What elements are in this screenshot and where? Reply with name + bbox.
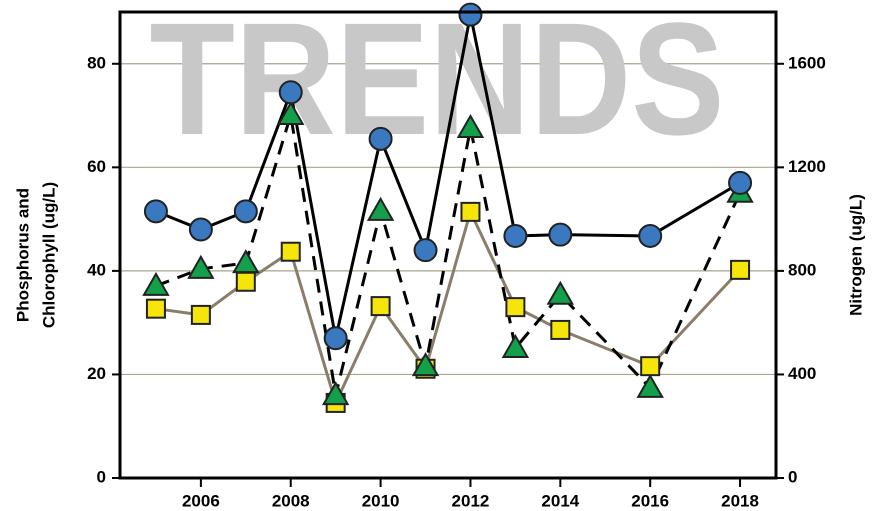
circle-marker xyxy=(638,223,663,248)
square-marker xyxy=(145,298,166,319)
x-tick-label: 2006 xyxy=(182,491,220,510)
y2-tick-label: 1600 xyxy=(788,53,826,72)
square-marker xyxy=(460,201,481,222)
triangle-marker xyxy=(232,249,260,274)
triangle-marker xyxy=(142,271,170,296)
y2-tick-label: 400 xyxy=(788,364,816,383)
y2-axis-label: Nitrogen (ug/L) xyxy=(846,194,865,316)
watermark: TRENDS xyxy=(150,0,725,168)
square-marker xyxy=(730,259,751,280)
circle-marker xyxy=(503,223,528,248)
y-tick-label: 40 xyxy=(87,260,106,279)
circle-marker xyxy=(188,217,213,242)
square-marker xyxy=(370,296,391,317)
circle-marker xyxy=(233,199,258,224)
y2-tick-label: 1200 xyxy=(788,157,826,176)
square-marker xyxy=(640,356,661,377)
circle-marker xyxy=(143,199,168,224)
circle-marker xyxy=(458,2,483,27)
x-tick-label: 2008 xyxy=(272,491,310,510)
circle-marker xyxy=(278,80,303,105)
circle-marker xyxy=(368,126,393,151)
circle-marker xyxy=(413,238,438,263)
triangle-marker xyxy=(411,352,440,377)
y-tick-label: 60 xyxy=(87,157,106,176)
circle-marker xyxy=(728,170,753,195)
triangle-marker xyxy=(501,334,530,359)
y-axis-label: Phosphorus and xyxy=(13,188,32,322)
triangle-marker xyxy=(456,113,485,138)
square-marker xyxy=(280,241,301,262)
triangle-marker xyxy=(187,254,215,279)
grid xyxy=(120,63,776,376)
x-tick-label: 2010 xyxy=(362,491,400,510)
x-tick-label: 2014 xyxy=(541,491,579,510)
triangle-marker xyxy=(366,196,395,221)
circle-marker xyxy=(548,222,573,247)
y-axis-label: Chlorophyll (ug/L) xyxy=(39,182,58,328)
markers xyxy=(142,2,754,413)
square-marker xyxy=(505,297,526,318)
y2-tick-label: 800 xyxy=(788,260,816,279)
triangle-marker xyxy=(321,381,350,406)
triangle-marker xyxy=(277,101,305,126)
triangle-marker xyxy=(546,280,575,305)
x-tick-label: 2016 xyxy=(631,491,669,510)
y-tick-label: 0 xyxy=(97,467,106,486)
square-marker xyxy=(190,304,211,325)
square-marker xyxy=(550,319,571,340)
circle-marker xyxy=(323,326,348,351)
triangle-marker xyxy=(636,373,664,398)
y-tick-label: 20 xyxy=(87,364,106,383)
square-marker xyxy=(235,271,256,292)
x-tick-label: 2018 xyxy=(721,491,759,510)
y-tick-label: 80 xyxy=(87,53,106,72)
x-tick-label: 2012 xyxy=(452,491,490,510)
y2-tick-label: 0 xyxy=(788,467,797,486)
plot-frame xyxy=(118,10,778,480)
